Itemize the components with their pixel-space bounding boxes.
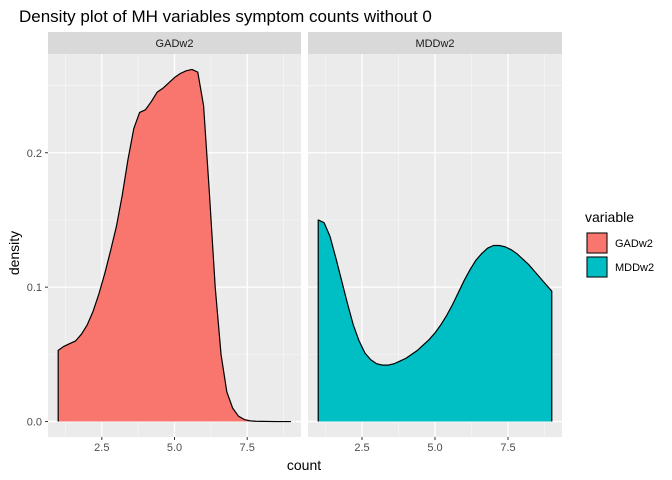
legend: variable GADw2 MDDw2 <box>585 209 654 278</box>
density-outline-mddw2 <box>317 219 553 422</box>
x-tick-label: 5.0 <box>427 442 442 454</box>
facet-strip <box>48 32 301 54</box>
x-axis-title: count <box>287 457 321 473</box>
x-tick-label: 2.5 <box>354 442 369 454</box>
facet-strip <box>308 32 562 54</box>
y-tick-label: 0.1 <box>27 282 42 294</box>
legend-key-gadw2 <box>586 232 608 254</box>
facet-panel-gadw2: GADw2 2.5 5.0 7.5 <box>48 32 301 454</box>
legend-label-mddw2: MDDw2 <box>615 262 654 274</box>
chart-title: Density plot of MH variables symptom cou… <box>19 7 432 26</box>
density-outline-gadw2 <box>57 68 292 423</box>
x-tick-label: 5.0 <box>167 442 182 454</box>
facet-strip-label: GADw2 <box>156 38 194 50</box>
y-tick-label: 0.0 <box>27 417 42 429</box>
x-tick-label: 2.5 <box>94 442 109 454</box>
facet-panels: GADw2 2.5 5.0 7.5 MDDw2 2.5 5.0 7.5 <box>48 32 562 454</box>
facet-panel-mddw2: MDDw2 2.5 5.0 7.5 <box>308 32 562 454</box>
legend-label-gadw2: GADw2 <box>615 238 653 250</box>
y-axis-title: density <box>6 231 22 275</box>
y-tick-label: 0.2 <box>27 148 42 160</box>
density-area-mddw2 <box>318 219 552 422</box>
y-axis: 0.0 0.1 0.2 <box>27 148 48 429</box>
x-tick-label: 7.5 <box>500 442 515 454</box>
x-tick-label: 7.5 <box>240 442 255 454</box>
legend-key-mddw2 <box>586 256 608 278</box>
density-area-gadw2 <box>58 69 291 422</box>
facet-strip-label: MDDw2 <box>415 38 454 50</box>
legend-title: variable <box>585 209 634 225</box>
